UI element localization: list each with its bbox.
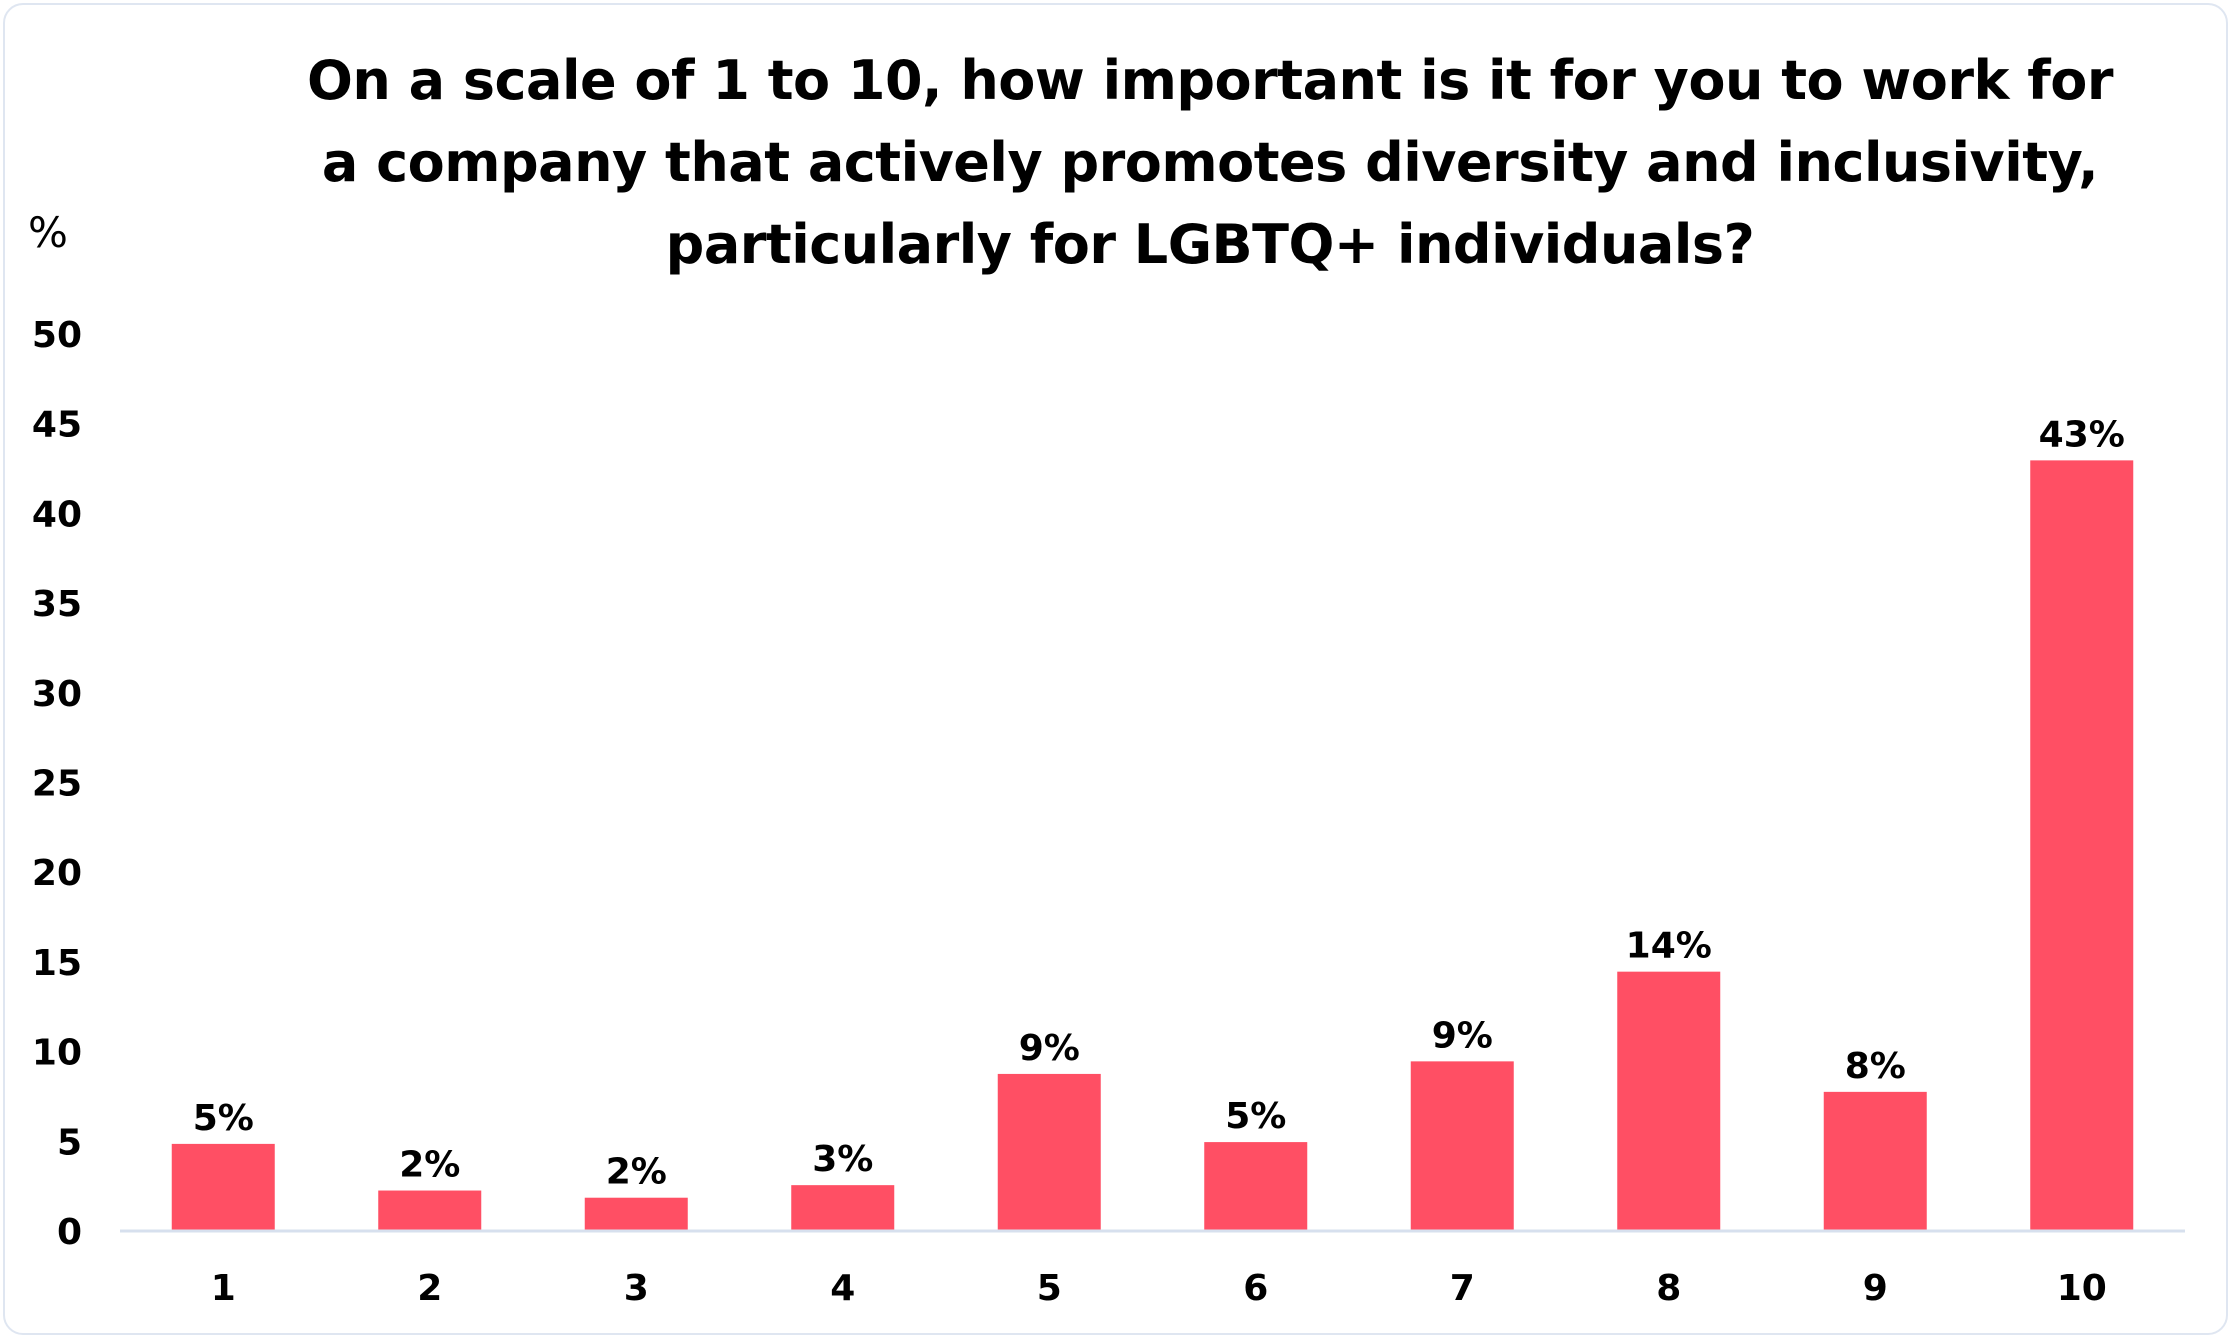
chart-title-line-3: particularly for LGBTQ+ individuals? <box>665 213 1755 276</box>
bar-value-label: 14% <box>1626 926 1712 967</box>
y-tick-label: 25 <box>32 764 82 805</box>
x-tick-label: 8 <box>1656 1268 1681 1309</box>
y-tick-label: 5 <box>57 1122 82 1163</box>
bar-value-label: 9% <box>1019 1028 1080 1069</box>
y-tick-label: 40 <box>32 494 82 535</box>
bar-10 <box>2030 460 2134 1230</box>
y-tick-label: 0 <box>57 1212 82 1253</box>
bar-value-label: 5% <box>1225 1096 1286 1137</box>
bar-2 <box>378 1190 482 1230</box>
bar-3 <box>584 1197 688 1230</box>
y-axis-unit-label: % <box>28 208 68 257</box>
bar-value-label: 8% <box>1845 1046 1906 1087</box>
x-tick-label: 3 <box>624 1268 649 1309</box>
bars <box>171 460 2134 1230</box>
y-axis-ticks: 0 5 10 15 20 25 30 35 40 45 50 <box>32 315 82 1253</box>
bar-value-labels: 5% 2% 2% 3% 9% 5% 9% 14% 8% 43% <box>193 414 2125 1192</box>
bar-value-label: 2% <box>399 1145 460 1186</box>
bar-value-label: 43% <box>2039 414 2125 455</box>
x-tick-label: 6 <box>1243 1268 1268 1309</box>
x-tick-label: 7 <box>1450 1268 1475 1309</box>
bar-4 <box>791 1185 895 1230</box>
x-tick-label: 4 <box>830 1268 855 1309</box>
bar-value-label: 9% <box>1432 1015 1493 1056</box>
y-tick-label: 50 <box>32 315 82 356</box>
x-tick-label: 9 <box>1863 1268 1888 1309</box>
x-tick-label: 2 <box>417 1268 442 1309</box>
x-tick-label: 1 <box>211 1268 236 1309</box>
bar-5 <box>997 1073 1101 1230</box>
y-tick-label: 20 <box>32 853 82 894</box>
y-tick-label: 30 <box>32 674 82 715</box>
chart-title-line-1: On a scale of 1 to 10, how important is … <box>307 49 2113 112</box>
bar-7 <box>1410 1061 1514 1230</box>
bar-1 <box>171 1143 275 1230</box>
bar-value-label: 2% <box>606 1152 667 1193</box>
chart-title: On a scale of 1 to 10, how important is … <box>250 40 2170 286</box>
chart-title-line-2: a company that actively promotes diversi… <box>321 131 2099 194</box>
x-tick-label: 10 <box>2057 1268 2107 1309</box>
x-axis-ticks: 1 2 3 4 5 6 7 8 9 10 <box>211 1268 2107 1309</box>
bar-value-label: 3% <box>812 1139 873 1180</box>
bar-8 <box>1617 971 1721 1230</box>
bar-6 <box>1204 1142 1308 1230</box>
y-tick-label: 15 <box>32 943 82 984</box>
x-tick-label: 5 <box>1037 1268 1062 1309</box>
y-tick-label: 45 <box>32 405 82 446</box>
bar-9 <box>1823 1091 1927 1230</box>
bar-value-label: 5% <box>193 1098 254 1139</box>
y-tick-label: 35 <box>32 584 82 625</box>
y-tick-label: 10 <box>32 1033 82 1074</box>
